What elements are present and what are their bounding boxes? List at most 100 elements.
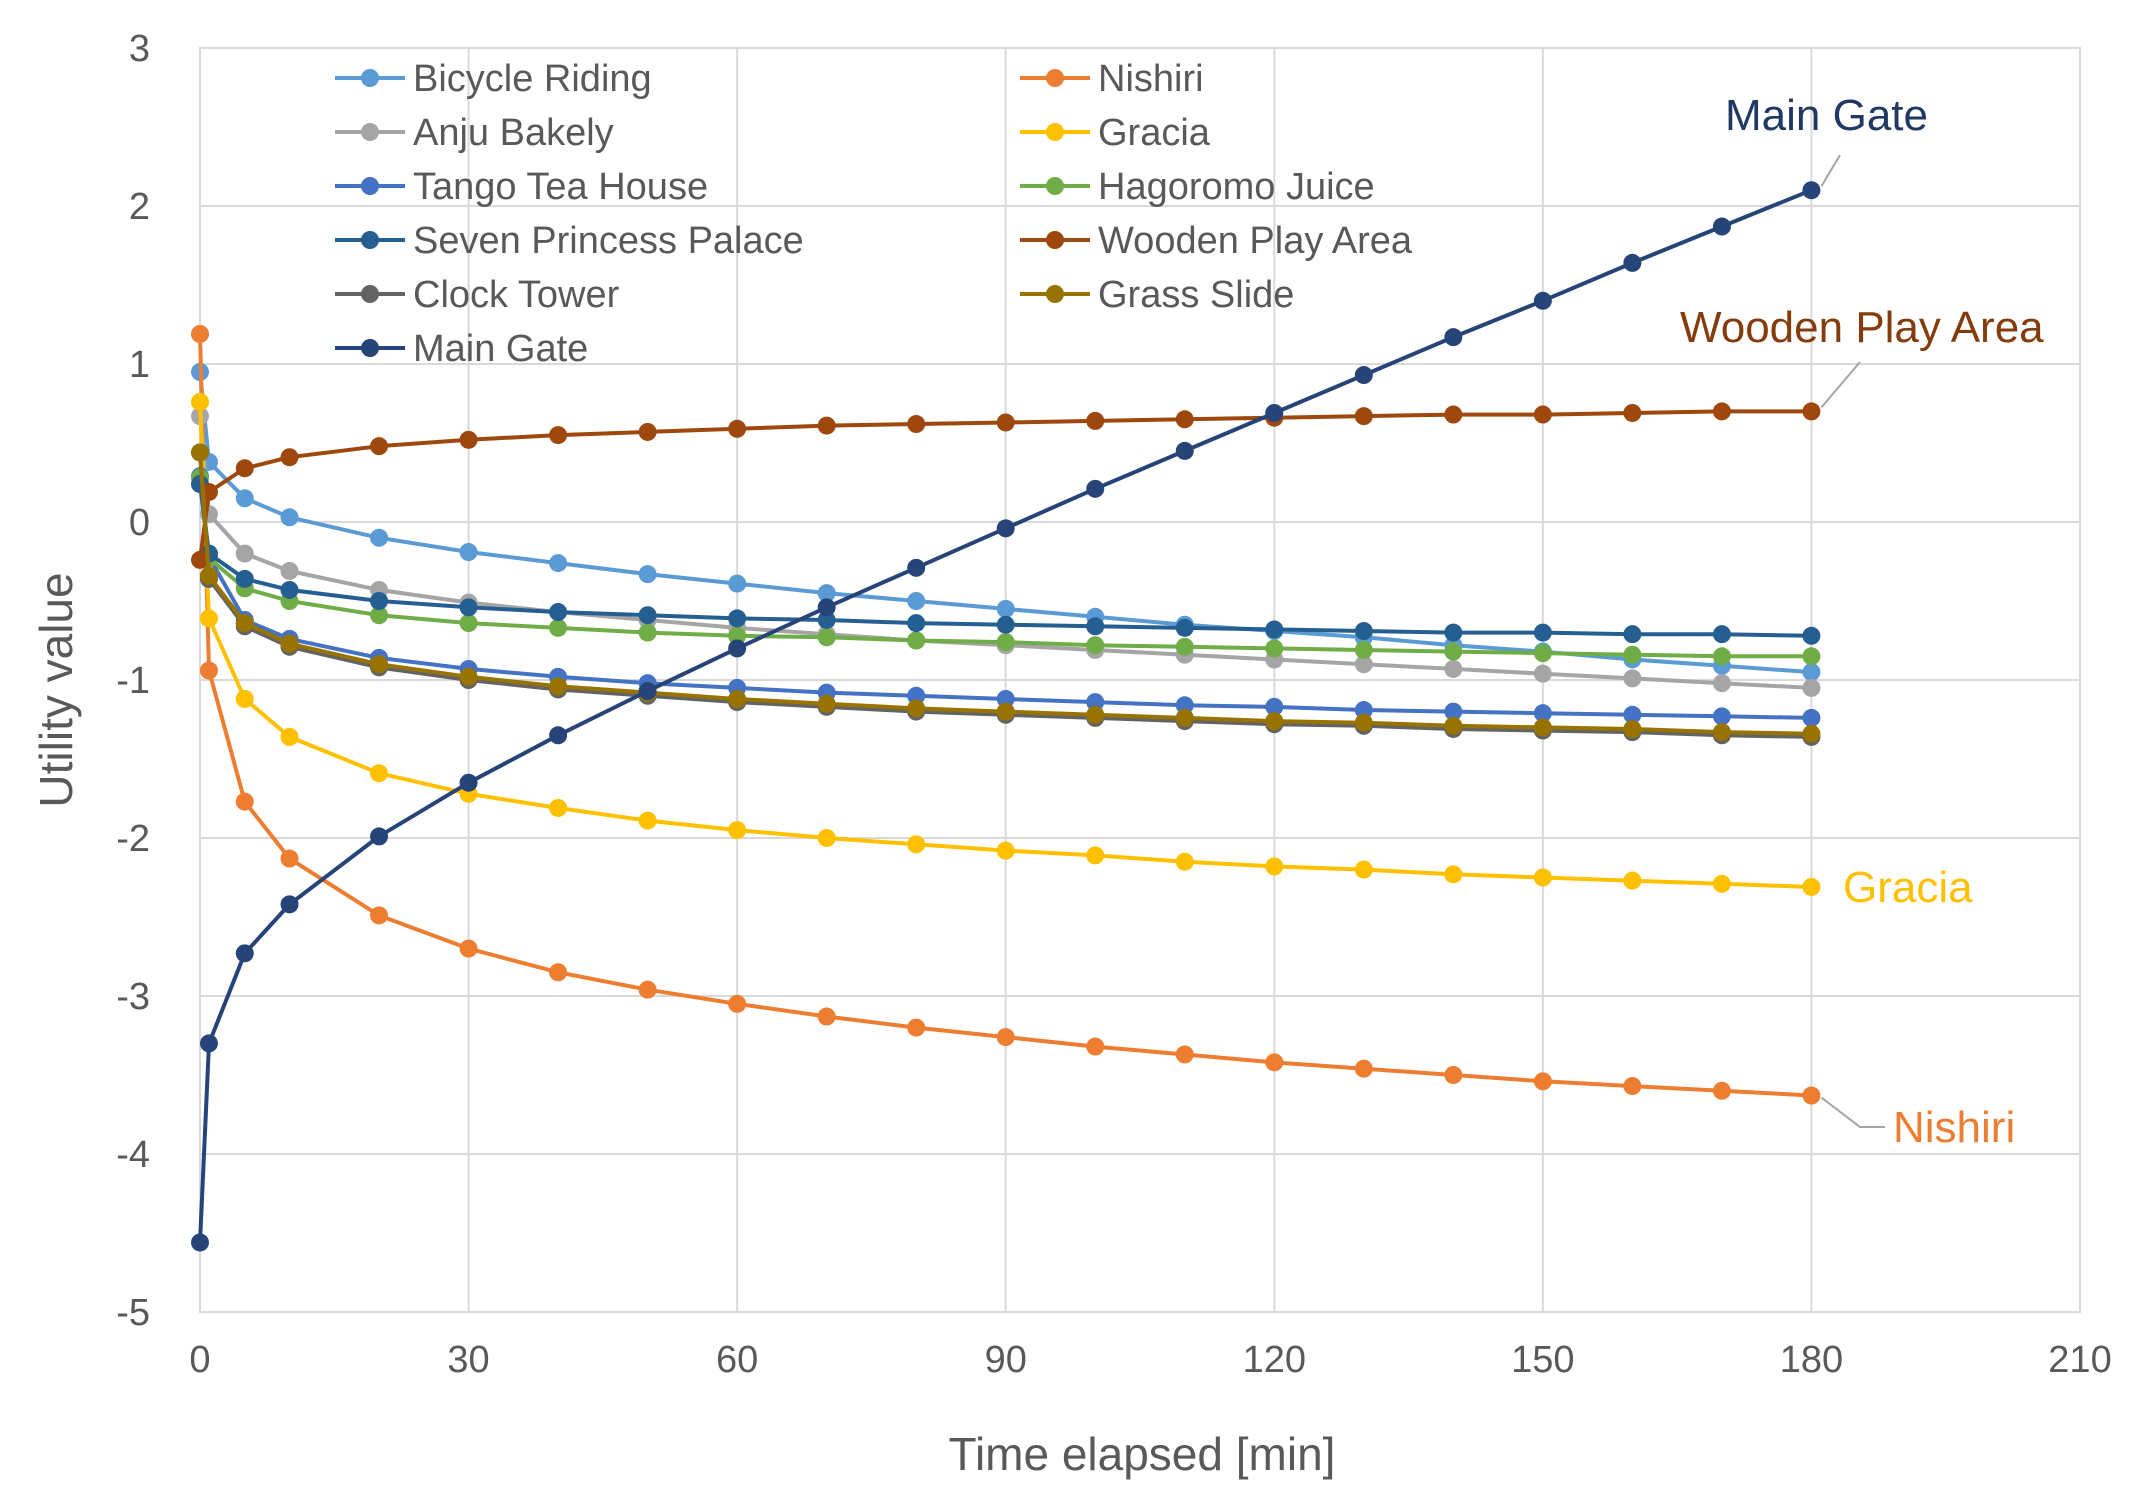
data-point [191,550,209,569]
legend-marker [1046,177,1064,195]
data-point [370,606,389,625]
data-point [1354,1059,1373,1078]
y-tick-label: 0 [129,502,150,544]
legend-entry-grass-slide: Grass Slide [1020,274,1294,316]
data-point [235,489,254,508]
series-seven-princess-palace [191,475,1821,645]
legend-marker [1046,285,1064,303]
legend-label: Grass Slide [1098,274,1294,316]
data-point [199,566,218,585]
data-point [1086,617,1105,636]
legend-label: Hagoromo Juice [1098,166,1375,208]
data-point [996,1028,1015,1047]
data-point [1623,403,1642,422]
data-point [459,773,478,792]
data-point [1265,1053,1284,1072]
data-point [1265,697,1284,716]
y-tick-label: 1 [129,344,150,386]
data-point [1712,217,1731,236]
data-point [817,584,836,603]
legend-label: Gracia [1098,112,1211,154]
data-point [370,906,389,925]
legend-entry-main-gate: Main Gate [335,328,588,370]
callout-main-gate: Main Gate [1725,91,1928,187]
data-point [1712,647,1731,666]
legend-label: Anju Bakely [413,112,614,154]
legend-entry-nishiri: Nishiri [1020,58,1204,100]
data-point [1265,620,1284,639]
callout-label: Nishiri [1893,1103,2015,1152]
data-point [549,963,568,982]
legend-label: Wooden Play Area [1098,220,1413,262]
data-point [280,580,299,599]
legend-label: Clock Tower [413,274,620,316]
data-point [1444,865,1463,884]
data-point [1533,405,1552,424]
data-point [459,667,478,686]
callout-label: Gracia [1843,863,1973,912]
data-point [1175,618,1194,637]
data-point [1354,713,1373,732]
data-point [817,598,836,617]
data-point [199,609,218,628]
data-point [1175,1045,1194,1064]
data-point [1086,705,1105,724]
data-point [817,416,836,435]
data-point [996,841,1015,860]
data-point [728,639,747,658]
legend-label: Main Gate [413,328,588,370]
data-point [1533,291,1552,310]
data-point [370,764,389,783]
data-point [1354,640,1373,659]
data-point [1533,718,1552,737]
data-point [1533,623,1552,642]
legend-label: Seven Princess Palace [413,220,804,262]
legend-entry-hagoromo-juice: Hagoromo Juice [1020,166,1375,208]
data-point [817,829,836,847]
y-tick-label: -4 [116,1134,150,1176]
legend-entry-tango-tea-house: Tango Tea House [335,166,708,208]
data-point [728,609,747,628]
data-point [1444,1066,1463,1084]
data-point [1354,407,1373,426]
x-tick-label: 120 [1243,1339,1306,1381]
y-axis-title: Utility value [30,572,82,807]
data-point [1354,622,1373,641]
data-point [1175,441,1194,460]
data-point [996,689,1015,708]
data-point [1175,410,1194,429]
data-point [728,994,747,1013]
data-point [638,623,657,642]
data-point [549,618,568,637]
series-wooden-play-area [191,402,1821,569]
legend-entry-anju-bakely: Anju Bakely [335,112,614,154]
series-grass-slide [191,443,1821,743]
data-point [907,686,926,705]
data-point [638,422,657,441]
callout-leader-line [1820,154,1841,187]
y-tick-label: 2 [129,186,150,228]
series-main-gate [191,181,1821,1252]
data-point [1265,712,1284,731]
x-axis-title: Time elapsed [min] [949,1428,1336,1480]
data-point [638,565,657,584]
data-point [1086,693,1105,712]
data-point [996,519,1015,538]
data-point [235,544,254,563]
legend-entry-clock-tower: Clock Tower [335,274,620,316]
y-tick-label: -3 [116,976,150,1018]
data-point [280,561,299,580]
data-point [907,835,926,854]
legend: Bicycle Riding Nishiri Anju Bakely Gracia Ta… [335,58,1413,370]
data-point [280,448,299,467]
data-point [1623,253,1642,272]
legend-entry-seven-princess-palace: Seven Princess Palace [335,220,804,262]
data-point [1175,637,1194,656]
data-point [728,574,747,593]
x-tick-label: 180 [1780,1339,1843,1381]
callout-leader-line [1820,1096,1885,1128]
data-point [1802,647,1821,666]
data-point [1712,723,1731,742]
data-point [996,702,1015,721]
